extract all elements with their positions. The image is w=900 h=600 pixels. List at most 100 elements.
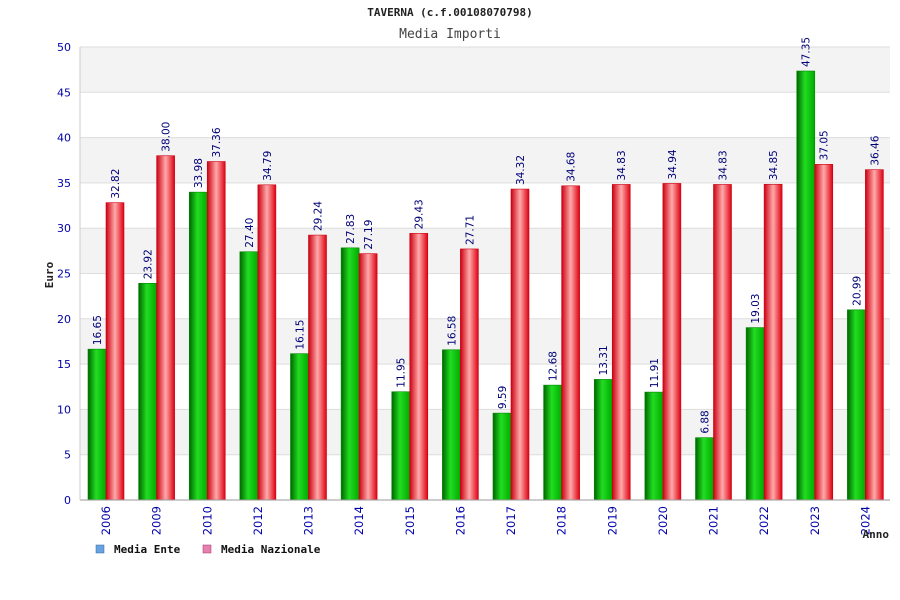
data-label: 16.58 — [446, 316, 458, 346]
y-tick-label: 40 — [57, 132, 71, 145]
bar-media-nazionale — [206, 161, 226, 501]
data-labels: 16.65 32.82 23.92 38.00 33.98 37.36 27.40 34.79… — [92, 37, 881, 434]
legend: Media Ente Media Nazionale — [95, 543, 321, 556]
y-tick-label: 25 — [57, 268, 71, 281]
data-label: 11.95 — [396, 358, 408, 388]
bar-media-ente — [391, 391, 411, 501]
data-label: 29.24 — [313, 201, 325, 231]
data-label: 27.19 — [363, 220, 375, 250]
data-label: 34.79 — [262, 151, 274, 181]
bar-media-nazionale — [257, 184, 277, 501]
grid-band — [80, 92, 890, 138]
bar-media-ente — [796, 70, 816, 501]
data-label: 37.05 — [819, 130, 831, 160]
data-label: 23.92 — [143, 249, 155, 279]
x-tick-label: 2009 — [150, 506, 164, 535]
x-tick-label: 2013 — [302, 506, 316, 535]
bar-media-nazionale — [865, 169, 884, 501]
data-label: 34.32 — [515, 155, 527, 185]
x-tick-label: 2017 — [504, 506, 518, 535]
legend-label-media-nazionale: Media Nazionale — [221, 543, 321, 556]
bar-media-nazionale — [510, 188, 530, 501]
data-label: 16.65 — [92, 315, 104, 345]
legend-label-media-ente: Media Ente — [114, 543, 181, 556]
legend-item-media-nazionale: Media Nazionale — [202, 543, 321, 556]
y-tick-label: 50 — [57, 41, 71, 54]
x-axis-ticks: 2006 2009 2010 2012 2013 2014 2015 2016 2017 2018… — [99, 506, 872, 535]
data-label: 33.98 — [193, 158, 205, 188]
data-label: 19.03 — [750, 294, 762, 324]
bar-media-nazionale — [409, 233, 429, 501]
bar-media-nazionale — [105, 202, 125, 501]
x-tick-label: 2016 — [453, 506, 467, 535]
bar-media-nazionale — [358, 253, 378, 501]
y-tick-label: 10 — [57, 403, 71, 416]
y-tick-label: 45 — [57, 86, 71, 99]
data-label: 20.99 — [851, 276, 863, 306]
y-tick-label: 35 — [57, 177, 71, 190]
x-tick-label: 2019 — [605, 506, 619, 535]
bar-media-ente — [492, 412, 512, 501]
data-label: 34.85 — [768, 150, 780, 180]
data-label: 13.31 — [598, 345, 610, 375]
data-label: 11.91 — [649, 358, 661, 388]
data-label: 29.43 — [414, 199, 426, 229]
x-tick-label: 2012 — [251, 506, 265, 535]
y-tick-label: 15 — [57, 358, 71, 371]
y-axis-label: Euro — [43, 261, 56, 288]
bar-media-nazionale — [713, 184, 732, 501]
bar-media-nazionale — [156, 155, 175, 501]
bar-media-nazionale — [308, 234, 327, 501]
bar-media-ente — [340, 247, 360, 501]
legend-swatch-media-nazionale — [202, 544, 212, 554]
x-tick-label: 2006 — [99, 506, 113, 535]
legend-item-media-ente: Media Ente — [95, 543, 181, 556]
y-tick-label: 30 — [57, 222, 71, 235]
bar-media-nazionale — [814, 164, 834, 501]
bar-media-ente — [138, 282, 157, 501]
bar-media-ente — [442, 349, 461, 501]
bar-media-ente — [239, 251, 259, 501]
data-label: 34.68 — [566, 152, 578, 182]
bar-media-ente — [593, 379, 613, 501]
data-label: 16.15 — [295, 320, 307, 350]
x-tick-label: 2014 — [352, 506, 366, 535]
x-tick-label: 2020 — [656, 506, 670, 535]
bar-media-ente — [847, 309, 866, 501]
bar-media-ente — [543, 384, 562, 501]
data-label: 6.88 — [700, 410, 712, 433]
x-tick-label: 2021 — [707, 506, 721, 535]
x-tick-label: 2015 — [403, 506, 417, 535]
x-tick-label: 2018 — [555, 506, 569, 535]
bar-media-ente — [290, 353, 309, 501]
x-tick-label: 2010 — [200, 506, 214, 535]
bar-media-ente — [695, 437, 714, 501]
data-label: 12.68 — [548, 351, 560, 381]
data-label: 27.71 — [464, 215, 476, 245]
x-tick-label: 2022 — [757, 506, 771, 535]
x-tick-label: 2024 — [858, 506, 872, 535]
x-tick-label: 2023 — [808, 506, 822, 535]
bar-media-nazionale — [611, 184, 631, 501]
chart-title: TAVERNA (c.f.00108070798) — [367, 6, 533, 19]
y-tick-label: 0 — [64, 494, 71, 507]
data-label: 34.94 — [667, 149, 679, 179]
bar-media-ente — [644, 391, 664, 501]
x-axis-label: Anno — [863, 528, 890, 541]
bars — [87, 70, 884, 501]
data-label: 37.36 — [211, 127, 223, 157]
bar-media-nazionale — [561, 185, 580, 501]
data-label: 34.83 — [718, 150, 730, 180]
bar-media-ente — [188, 191, 208, 501]
bar-media-nazionale — [763, 183, 783, 501]
bar-media-nazionale — [662, 183, 682, 501]
chart-subtitle: Media Importi — [399, 27, 501, 42]
data-label: 47.35 — [801, 37, 813, 67]
y-axis-ticks: 0 5 10 15 20 25 30 35 40 45 50 — [57, 41, 71, 507]
data-label: 38.00 — [161, 122, 173, 152]
data-label: 27.40 — [244, 218, 256, 248]
data-label: 9.59 — [497, 386, 509, 409]
grid-band — [80, 47, 890, 93]
y-tick-label: 20 — [57, 313, 71, 326]
